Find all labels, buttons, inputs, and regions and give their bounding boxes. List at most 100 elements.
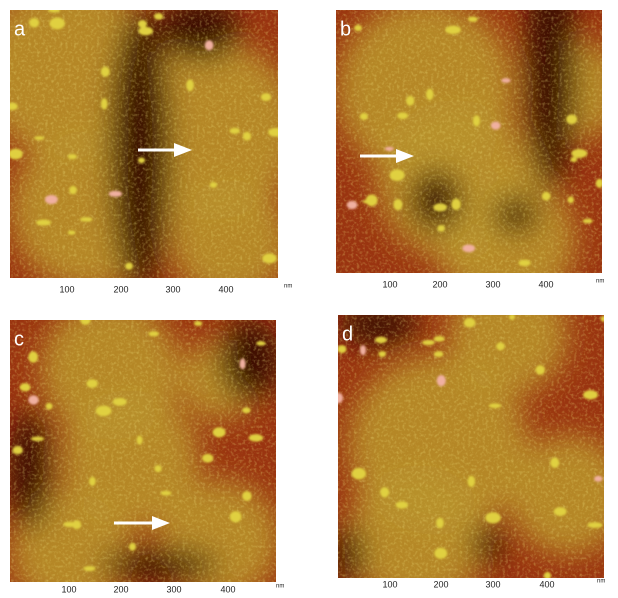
tick-label: 300 (485, 279, 500, 289)
particle (137, 436, 143, 445)
particle (594, 476, 602, 482)
particle (243, 132, 251, 141)
particle (337, 345, 346, 353)
particle (240, 358, 246, 369)
particle (34, 136, 44, 140)
particle (390, 169, 405, 181)
particle (242, 491, 252, 501)
particle (491, 121, 501, 129)
particle (519, 260, 531, 267)
particle (194, 321, 202, 326)
particle (583, 219, 593, 224)
particle (422, 340, 435, 345)
particle (396, 501, 408, 508)
particle (210, 182, 217, 188)
texture (336, 10, 602, 273)
particle (148, 331, 159, 336)
unit-label: nm (284, 284, 292, 290)
particle (397, 112, 408, 119)
particle (436, 518, 444, 528)
particle (6, 103, 18, 111)
particle (80, 217, 93, 222)
particle (434, 336, 445, 342)
particle (261, 93, 271, 101)
particle (48, 8, 60, 13)
particle (437, 375, 446, 386)
particle (571, 149, 587, 158)
particle (570, 157, 577, 162)
particle (489, 403, 501, 408)
particle (360, 113, 368, 120)
tick-label: 100 (382, 279, 397, 289)
tick-label: 300 (165, 284, 180, 294)
particle (80, 315, 91, 325)
particle (113, 398, 127, 406)
tick-label: 100 (382, 579, 397, 589)
particle (347, 201, 358, 209)
particle (434, 351, 444, 357)
particle (393, 199, 402, 210)
unit-label: nm (276, 584, 284, 590)
particle (406, 96, 414, 106)
particle (213, 427, 226, 437)
particle (242, 407, 250, 413)
particle (468, 17, 478, 22)
particle (464, 318, 476, 328)
particle (334, 393, 343, 404)
tick-label: 400 (220, 584, 235, 594)
particle (20, 383, 31, 391)
particle (138, 20, 147, 28)
tick-label: 200 (113, 584, 128, 594)
particle (473, 115, 480, 126)
particle (262, 253, 277, 263)
particle (154, 13, 163, 20)
particle (501, 78, 511, 83)
particle (554, 507, 567, 516)
particle (596, 179, 604, 188)
particle (354, 25, 362, 31)
particle (496, 342, 505, 350)
particle (186, 79, 194, 91)
particle (451, 199, 460, 210)
particle (154, 465, 161, 472)
particle (509, 314, 515, 319)
particle (587, 522, 602, 528)
particle (352, 468, 366, 480)
particle (433, 203, 447, 211)
particle (268, 128, 283, 137)
particle (89, 477, 96, 486)
particle (45, 195, 58, 204)
figure: a100200300400nmb100200300400nmc100200300… (0, 0, 618, 598)
particle (550, 457, 559, 467)
particle (485, 512, 501, 523)
unit-label: nm (597, 579, 605, 585)
particle (50, 18, 65, 30)
tick-label: 400 (539, 579, 554, 589)
particle (8, 149, 22, 160)
particle (68, 154, 77, 159)
particle (256, 341, 266, 346)
panel-label: b (340, 18, 351, 40)
particle (138, 27, 153, 36)
tick-label: 100 (59, 284, 74, 294)
particle (28, 351, 38, 362)
particle (567, 196, 574, 203)
tick-label: 200 (433, 579, 448, 589)
tick-label: 400 (218, 284, 233, 294)
afm-image (10, 300, 280, 598)
particle (366, 195, 378, 207)
particle (375, 337, 387, 344)
particle (28, 395, 38, 404)
particle (46, 403, 53, 410)
particle (161, 491, 172, 496)
tick-label: 200 (432, 279, 447, 289)
particle (68, 230, 76, 234)
particle (129, 543, 136, 551)
texture (338, 315, 604, 578)
texture (10, 10, 278, 278)
particle (83, 566, 95, 571)
particle (202, 454, 213, 463)
particle (378, 351, 386, 357)
particle (249, 434, 264, 442)
particle (87, 379, 98, 388)
